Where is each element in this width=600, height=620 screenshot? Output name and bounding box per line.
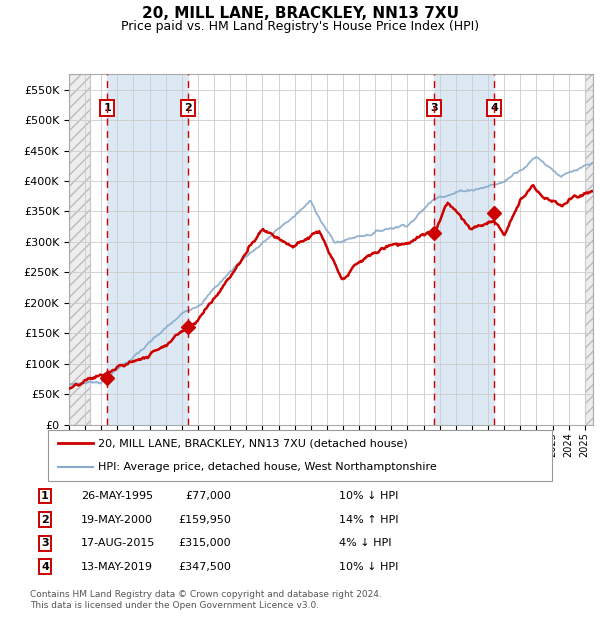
Bar xyxy=(434,74,494,425)
Text: 3: 3 xyxy=(41,538,49,548)
Text: 4: 4 xyxy=(490,103,498,113)
Text: 1: 1 xyxy=(41,491,49,501)
Text: 2: 2 xyxy=(41,515,49,525)
Text: £347,500: £347,500 xyxy=(178,562,231,572)
Text: 2: 2 xyxy=(184,103,192,113)
Text: Contains HM Land Registry data © Crown copyright and database right 2024.
This d: Contains HM Land Registry data © Crown c… xyxy=(30,590,382,609)
Bar xyxy=(69,74,90,425)
Text: £77,000: £77,000 xyxy=(185,491,231,501)
Text: £159,950: £159,950 xyxy=(178,515,231,525)
Text: 4: 4 xyxy=(41,562,49,572)
Text: Price paid vs. HM Land Registry's House Price Index (HPI): Price paid vs. HM Land Registry's House … xyxy=(121,20,479,33)
Text: 3: 3 xyxy=(430,103,437,113)
Text: 14% ↑ HPI: 14% ↑ HPI xyxy=(339,515,398,525)
Text: 20, MILL LANE, BRACKLEY, NN13 7XU (detached house): 20, MILL LANE, BRACKLEY, NN13 7XU (detac… xyxy=(98,438,408,448)
Text: £315,000: £315,000 xyxy=(178,538,231,548)
Bar xyxy=(69,74,90,425)
Text: 10% ↓ HPI: 10% ↓ HPI xyxy=(339,562,398,572)
FancyBboxPatch shape xyxy=(48,430,552,480)
Text: 10% ↓ HPI: 10% ↓ HPI xyxy=(339,491,398,501)
Text: 20, MILL LANE, BRACKLEY, NN13 7XU: 20, MILL LANE, BRACKLEY, NN13 7XU xyxy=(142,6,458,21)
Text: HPI: Average price, detached house, West Northamptonshire: HPI: Average price, detached house, West… xyxy=(98,462,437,472)
Text: 17-AUG-2015: 17-AUG-2015 xyxy=(81,538,155,548)
Bar xyxy=(585,74,593,425)
Text: 13-MAY-2019: 13-MAY-2019 xyxy=(81,562,153,572)
Text: 26-MAY-1995: 26-MAY-1995 xyxy=(81,491,153,501)
Bar xyxy=(585,74,593,425)
Text: 1: 1 xyxy=(103,103,111,113)
Text: 4% ↓ HPI: 4% ↓ HPI xyxy=(339,538,391,548)
Bar xyxy=(107,74,188,425)
Text: 19-MAY-2000: 19-MAY-2000 xyxy=(81,515,153,525)
